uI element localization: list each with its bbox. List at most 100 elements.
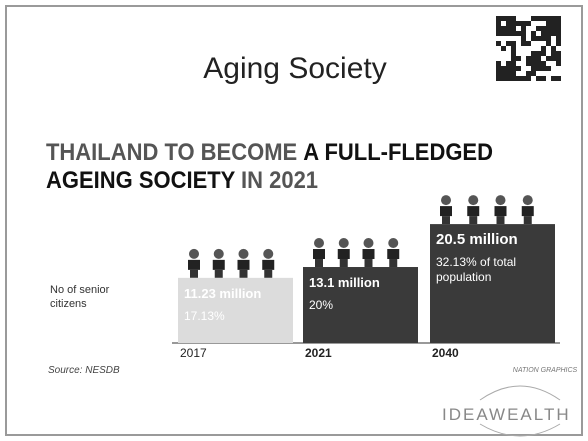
person-body: [387, 249, 400, 260]
qr-cell: [546, 66, 551, 71]
value-label: 20.5 million: [436, 231, 518, 248]
person-head: [522, 195, 533, 206]
qr-cell: [506, 26, 511, 31]
qr-cell: [511, 61, 516, 66]
qr-cell: [541, 16, 546, 21]
qr-cell: [521, 76, 526, 81]
qr-cell: [516, 31, 521, 36]
qr-cell: [511, 71, 516, 76]
qr-cell: [556, 26, 561, 31]
qr-cell: [496, 61, 501, 66]
qr-cell: [541, 31, 546, 36]
person-legs: [315, 259, 323, 268]
qr-cell: [536, 76, 541, 81]
headline-segment: THAILAND TO BECOME: [46, 138, 303, 165]
qr-cell: [551, 51, 556, 56]
person-legs: [469, 216, 478, 225]
qr-cell: [531, 61, 536, 66]
qr-cell: [501, 71, 506, 76]
person-body: [494, 206, 507, 217]
person-head: [314, 238, 324, 249]
person-legs: [442, 216, 450, 225]
slide-frame: [5, 5, 583, 436]
qr-cell: [506, 66, 511, 71]
qr-cell: [511, 56, 516, 61]
person-head: [238, 248, 249, 259]
logo-arc: [479, 385, 561, 401]
qr-cell: [536, 56, 541, 61]
qr-cell: [551, 26, 556, 31]
qr-cell: [501, 66, 506, 71]
infographic: 11.23 million 17.13% 2017 13.1 million 20% 20…: [172, 224, 560, 360]
qr-cell: [501, 46, 506, 51]
year-label: 2017: [180, 346, 207, 360]
qr-cell: [536, 26, 541, 31]
qr-cell: [541, 61, 546, 66]
qr-cell: [541, 66, 546, 71]
qr-cell: [536, 51, 541, 56]
qr-cell: [531, 56, 536, 61]
qr-cell: [506, 71, 511, 76]
qr-cell: [521, 21, 526, 26]
qr-cell: [516, 21, 521, 26]
qr-cell: [506, 31, 511, 36]
qr-cell: [546, 36, 551, 41]
qr-cell: [511, 16, 516, 21]
people-icons: [188, 195, 534, 278]
headline-segment: AGEING SOCIETY: [46, 166, 241, 193]
qr-cell: [541, 46, 546, 51]
qr-cell: [511, 66, 516, 71]
qr-cell: [556, 36, 561, 41]
person-legs: [339, 259, 348, 268]
headline-segment: IN 2021: [241, 166, 318, 193]
qr-cell: [536, 66, 541, 71]
person-head: [468, 195, 479, 206]
qr-code: [496, 16, 561, 81]
year-label: 2040: [432, 346, 459, 360]
qr-cell: [556, 56, 561, 61]
slide-title: Aging Society: [203, 52, 386, 85]
qr-cell: [516, 56, 521, 61]
person-body: [521, 206, 534, 217]
share-label: 20%: [309, 298, 333, 312]
person-head: [263, 248, 274, 259]
person-legs: [496, 216, 505, 225]
value-label: 13.1 million: [309, 275, 380, 290]
person-legs: [214, 269, 223, 278]
qr-cell: [536, 16, 541, 21]
person-legs: [190, 269, 198, 278]
qr-cell: [496, 21, 501, 26]
year-label: 2021: [305, 346, 332, 360]
qr-cell: [556, 41, 561, 46]
person-body: [313, 249, 325, 260]
qr-cell: [496, 31, 501, 36]
qr-cell: [511, 51, 516, 56]
qr-cell: [546, 21, 551, 26]
person-body: [237, 259, 250, 270]
qr-cell: [496, 16, 501, 21]
person-body: [362, 249, 375, 260]
person-legs: [264, 269, 273, 278]
qr-cell: [551, 16, 556, 21]
qr-cell: [531, 66, 536, 71]
headline-line: THAILAND TO BECOME A FULL-FLEDGED: [46, 138, 493, 165]
person-head: [213, 248, 224, 259]
person-body: [467, 206, 480, 217]
qr-cell: [531, 51, 536, 56]
qr-cell: [546, 41, 551, 46]
person-body: [337, 249, 350, 260]
person-legs: [239, 269, 248, 278]
person-body: [188, 259, 200, 270]
credit: NATION GRAPHICS: [513, 367, 578, 374]
share-label: 32.13% of total: [436, 255, 516, 269]
qr-cell: [546, 56, 551, 61]
person-head: [189, 248, 199, 259]
qr-cell: [551, 46, 556, 51]
person-legs: [389, 259, 398, 268]
headline-line: AGEING SOCIETY IN 2021: [46, 166, 318, 193]
person-body: [440, 206, 452, 217]
qr-cell: [526, 76, 531, 81]
bar: [303, 267, 418, 343]
logo: IDEAWEALTH: [442, 405, 571, 424]
person-head: [338, 238, 349, 249]
